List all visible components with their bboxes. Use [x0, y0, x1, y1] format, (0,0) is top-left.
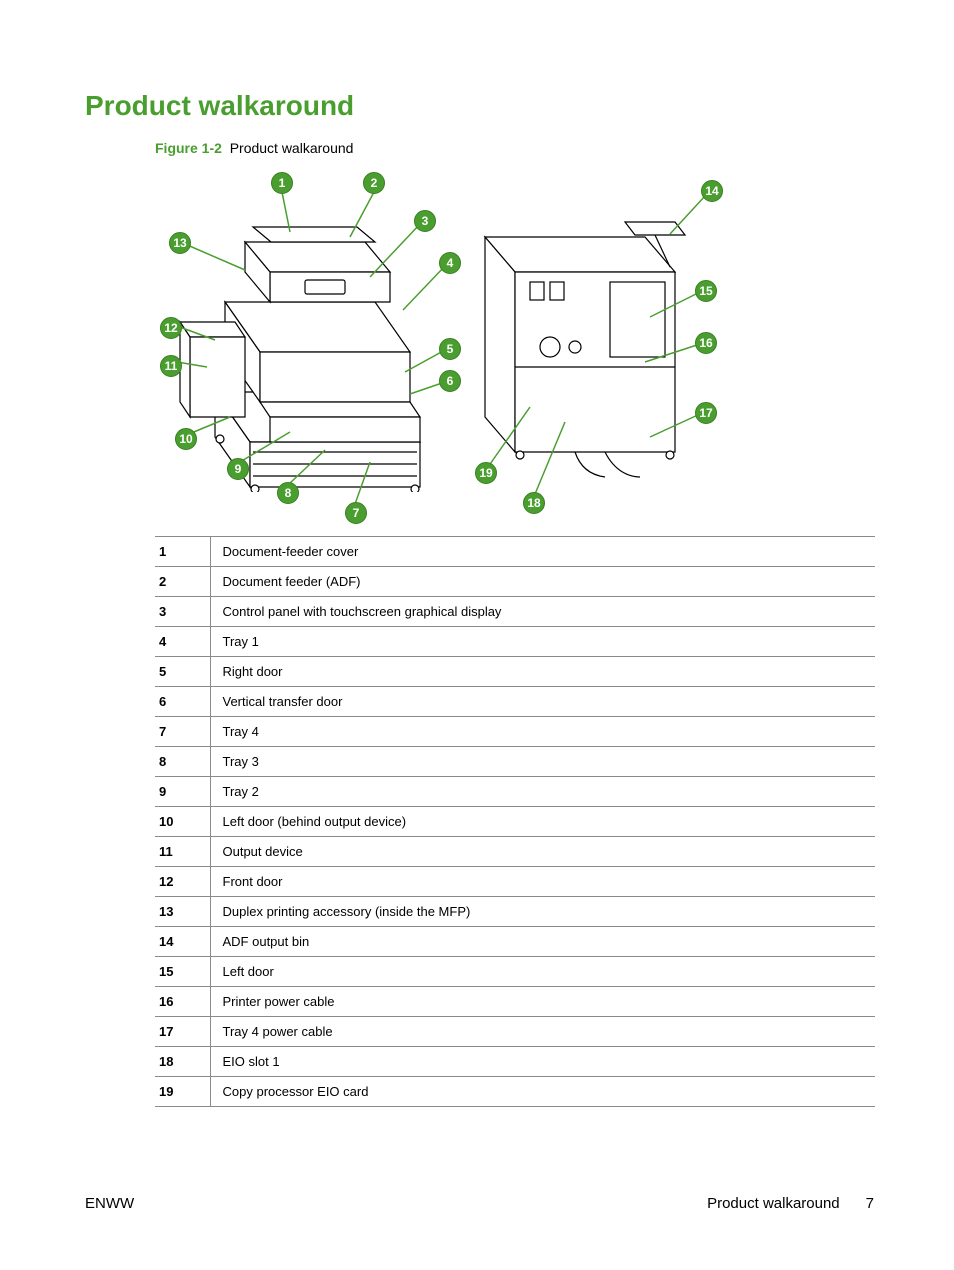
part-number: 17	[155, 1017, 210, 1047]
part-number: 9	[155, 777, 210, 807]
callout-13: 13	[169, 232, 191, 254]
table-row: 14ADF output bin	[155, 927, 875, 957]
part-number: 11	[155, 837, 210, 867]
part-description: Document-feeder cover	[210, 537, 875, 567]
table-row: 13Duplex printing accessory (inside the …	[155, 897, 875, 927]
table-row: 12Front door	[155, 867, 875, 897]
table-row: 4Tray 1	[155, 627, 875, 657]
callout-5: 5	[439, 338, 461, 360]
part-description: Vertical transfer door	[210, 687, 875, 717]
part-number: 19	[155, 1077, 210, 1107]
figure-label: Figure 1-2	[155, 140, 222, 156]
part-description: Left door	[210, 957, 875, 987]
page-footer: ENWW Product walkaround 7	[85, 1195, 874, 1212]
table-row: 8Tray 3	[155, 747, 875, 777]
part-number: 7	[155, 717, 210, 747]
table-row: 3Control panel with touchscreen graphica…	[155, 597, 875, 627]
callout-7: 7	[345, 502, 367, 524]
table-row: 16Printer power cable	[155, 987, 875, 1017]
callout-11: 11	[160, 355, 182, 377]
part-number: 13	[155, 897, 210, 927]
table-row: 1Document-feeder cover	[155, 537, 875, 567]
part-number: 14	[155, 927, 210, 957]
table-row: 15Left door	[155, 957, 875, 987]
table-row: 9Tray 2	[155, 777, 875, 807]
part-description: Control panel with touchscreen graphical…	[210, 597, 875, 627]
part-number: 8	[155, 747, 210, 777]
footer-page-number: 7	[866, 1195, 874, 1212]
part-description: Document feeder (ADF)	[210, 567, 875, 597]
part-description: Printer power cable	[210, 987, 875, 1017]
part-description: Tray 1	[210, 627, 875, 657]
table-row: 5Right door	[155, 657, 875, 687]
callout-10: 10	[175, 428, 197, 450]
callout-19: 19	[475, 462, 497, 484]
part-description: ADF output bin	[210, 927, 875, 957]
part-number: 12	[155, 867, 210, 897]
table-row: 10Left door (behind output device)	[155, 807, 875, 837]
callout-1: 1	[271, 172, 293, 194]
callout-18: 18	[523, 492, 545, 514]
part-description: EIO slot 1	[210, 1047, 875, 1077]
part-number: 15	[155, 957, 210, 987]
callout-2: 2	[363, 172, 385, 194]
part-description: Copy processor EIO card	[210, 1077, 875, 1107]
part-description: Tray 2	[210, 777, 875, 807]
part-number: 1	[155, 537, 210, 567]
part-number: 6	[155, 687, 210, 717]
callout-12: 12	[160, 317, 182, 339]
part-description: Tray 3	[210, 747, 875, 777]
page-title: Product walkaround	[85, 90, 874, 122]
part-description: Output device	[210, 837, 875, 867]
callout-15: 15	[695, 280, 717, 302]
table-row: 11Output device	[155, 837, 875, 867]
table-row: 17Tray 4 power cable	[155, 1017, 875, 1047]
part-description: Tray 4 power cable	[210, 1017, 875, 1047]
parts-table: 1Document-feeder cover2Document feeder (…	[155, 536, 875, 1107]
part-description: Duplex printing accessory (inside the MF…	[210, 897, 875, 927]
callout-3: 3	[414, 210, 436, 232]
table-row: 2Document feeder (ADF)	[155, 567, 875, 597]
callout-14: 14	[701, 180, 723, 202]
part-number: 2	[155, 567, 210, 597]
part-number: 18	[155, 1047, 210, 1077]
footer-left: ENWW	[85, 1195, 134, 1212]
product-diagram: 12345678910111213141516171819	[155, 162, 735, 532]
table-row: 7Tray 4	[155, 717, 875, 747]
footer-section: Product walkaround	[707, 1195, 840, 1212]
callout-9: 9	[227, 458, 249, 480]
callout-6: 6	[439, 370, 461, 392]
part-description: Right door	[210, 657, 875, 687]
table-row: 18EIO slot 1	[155, 1047, 875, 1077]
part-description: Tray 4	[210, 717, 875, 747]
table-row: 19Copy processor EIO card	[155, 1077, 875, 1107]
part-number: 10	[155, 807, 210, 837]
callout-17: 17	[695, 402, 717, 424]
callout-16: 16	[695, 332, 717, 354]
part-description: Left door (behind output device)	[210, 807, 875, 837]
part-number: 5	[155, 657, 210, 687]
part-number: 3	[155, 597, 210, 627]
part-number: 16	[155, 987, 210, 1017]
callout-4: 4	[439, 252, 461, 274]
figure-caption-text: Product walkaround	[230, 140, 354, 156]
callout-8: 8	[277, 482, 299, 504]
figure-caption: Figure 1-2 Product walkaround	[155, 140, 874, 156]
part-description: Front door	[210, 867, 875, 897]
part-number: 4	[155, 627, 210, 657]
table-row: 6Vertical transfer door	[155, 687, 875, 717]
